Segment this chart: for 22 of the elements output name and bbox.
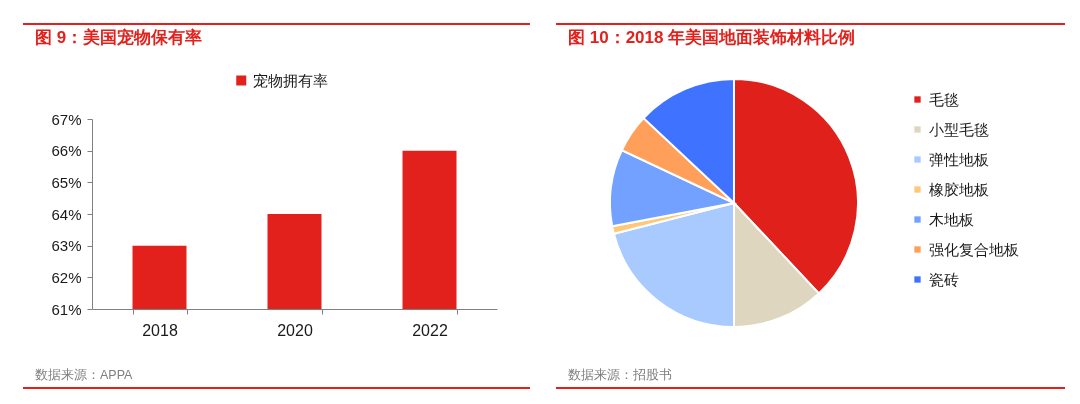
- x-tick-label: 2020: [277, 321, 313, 339]
- chart-title: 图 10：2018 年美国地面装饰材料比例: [568, 28, 856, 48]
- legend-label: 强化复合地板: [929, 240, 1019, 258]
- legend-label: 小型毛毯: [929, 120, 989, 138]
- chart-title: 图 9：美国宠物保有率: [35, 28, 203, 48]
- x-tick-label: 2022: [412, 321, 448, 339]
- legend-label: 木地板: [929, 210, 974, 228]
- y-tick-label: 61%: [51, 300, 82, 318]
- legend-label: 宠物拥有率: [252, 71, 328, 89]
- x-tick-label: 2018: [142, 321, 178, 339]
- source-note: 数据来源：招股书: [568, 368, 672, 383]
- source-note: 数据来源：APPA: [35, 368, 133, 383]
- y-tick-label: 64%: [51, 205, 82, 223]
- y-tick-label: 65%: [51, 173, 82, 191]
- y-tick-label: 67%: [51, 110, 82, 128]
- legend-label: 橡胶地板: [929, 180, 989, 198]
- y-tick-label: 66%: [51, 142, 82, 160]
- legend-label: 弹性地板: [929, 150, 989, 168]
- y-tick-label: 62%: [51, 268, 82, 286]
- legend-label: 瓷砖: [929, 270, 959, 288]
- y-tick-label: 63%: [51, 237, 82, 255]
- legend-label: 毛毯: [929, 90, 959, 108]
